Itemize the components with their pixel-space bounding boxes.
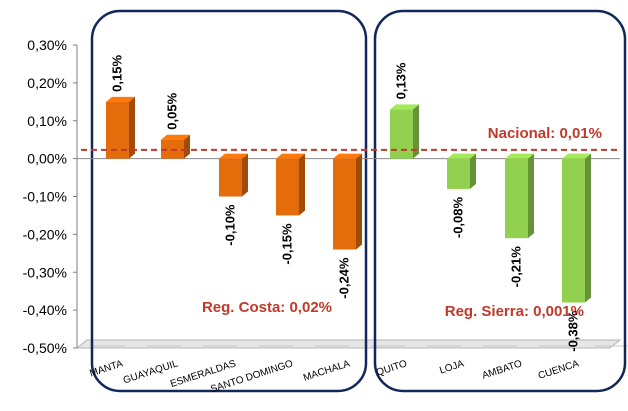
- value-label: -0,15%: [280, 223, 295, 265]
- value-label: -0,21%: [509, 246, 524, 288]
- region-frame-costa: [90, 9, 368, 393]
- value-label: -0,08%: [451, 196, 466, 238]
- value-label: -0,24%: [337, 257, 352, 299]
- bar-quito: [390, 104, 419, 159]
- y-tick-label: -0,50%: [23, 340, 67, 356]
- category-label: AMBATO: [481, 358, 524, 381]
- y-tick-label: -0,20%: [23, 226, 67, 242]
- category-label: MANTA: [88, 358, 124, 379]
- y-tick-label: 0,00%: [27, 151, 67, 167]
- reference-line-label: Nacional: 0,01%: [488, 125, 602, 142]
- region-frame-sierra: [373, 9, 627, 393]
- value-label: -0,10%: [223, 204, 238, 246]
- y-tick-label: -0,40%: [23, 302, 67, 318]
- category-label: CUENCA: [537, 358, 581, 382]
- category-label: MACHALA: [302, 358, 352, 384]
- bar-esmeraldas: [219, 153, 248, 197]
- value-label: 0,13%: [394, 62, 409, 99]
- y-tick-label: -0,30%: [23, 264, 67, 280]
- bar-guayaquil: [161, 134, 190, 159]
- value-label: -0,38%: [566, 310, 581, 352]
- region-average-label: Reg. Sierra: 0,001%: [445, 303, 584, 320]
- region-average-label: Reg. Costa: 0,02%: [202, 299, 332, 316]
- bar-santo-domingo: [276, 153, 305, 216]
- bar-manta: [106, 96, 135, 159]
- bar-loja: [447, 153, 476, 189]
- y-tick-label: 0,30%: [27, 37, 67, 53]
- y-tick-label: 0,20%: [27, 75, 67, 91]
- category-label: LOJA: [438, 358, 465, 376]
- y-tick-label: 0,10%: [27, 113, 67, 129]
- bar-machala: [333, 153, 362, 250]
- category-label: QUITO: [375, 358, 409, 378]
- bar-cuenca: [562, 153, 591, 303]
- y-tick-label: -0,10%: [23, 189, 67, 205]
- value-label: 0,05%: [165, 92, 180, 129]
- chart-floor: [75, 339, 628, 349]
- bar-ambato: [505, 153, 534, 239]
- value-label: 0,15%: [110, 55, 125, 92]
